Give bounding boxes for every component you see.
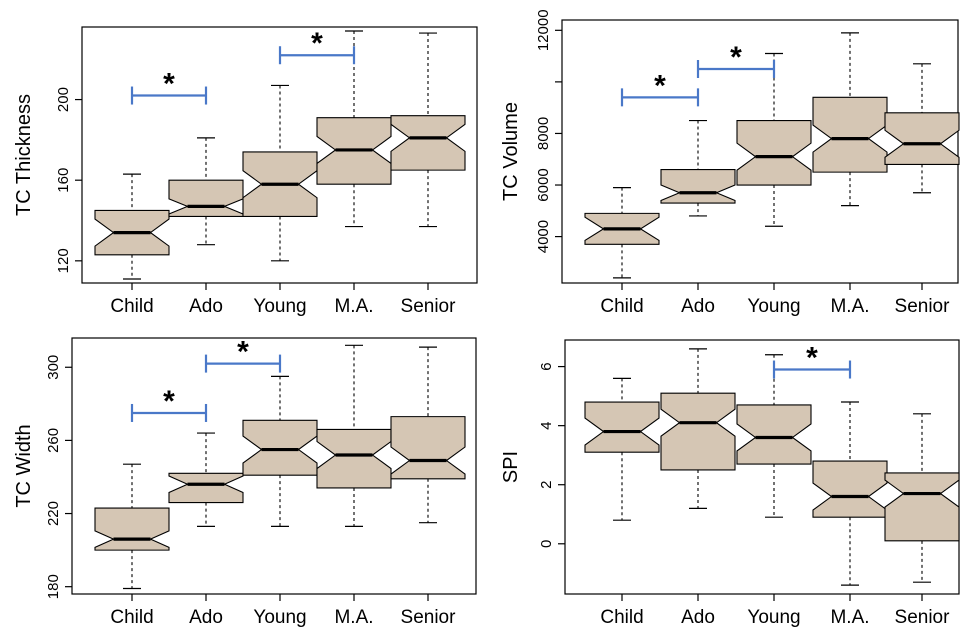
x-tick-label: Child	[600, 607, 643, 628]
x-tick-label: M.A.	[830, 296, 869, 317]
chart-panel: 4000 6000 8000 12000 TC Volume Child Ado Young M…	[500, 9, 960, 317]
box-body	[242, 419, 318, 476]
x-tick-label: Child	[110, 296, 153, 317]
box	[584, 186, 660, 279]
box	[660, 348, 736, 509]
y-axis-label: TC Volume	[500, 102, 522, 201]
box	[242, 375, 318, 527]
x-tick-label: M.A.	[830, 607, 869, 628]
y-axis-label: TC Width	[13, 424, 35, 507]
box-body	[884, 112, 960, 165]
box-body	[316, 428, 392, 489]
box	[390, 346, 466, 524]
x-tick-label: Senior	[895, 296, 951, 317]
chart-panel: 180 220 260 300 TC Width Child Ado Young M.A. Sen…	[13, 336, 477, 628]
box	[812, 32, 888, 207]
box-body	[168, 472, 244, 504]
y-tick-label: 160	[55, 168, 72, 193]
box	[884, 63, 960, 194]
x-tick-label: Senior	[401, 607, 457, 628]
x-tick-label: Ado	[189, 296, 223, 317]
box	[168, 137, 244, 246]
box-body	[94, 507, 170, 551]
box	[584, 377, 660, 521]
y-tick-label: 180	[45, 574, 62, 599]
box	[812, 401, 888, 586]
significance-star: *	[163, 68, 175, 101]
y-tick-label: 2	[538, 481, 555, 489]
box-body	[812, 96, 888, 173]
box	[316, 344, 392, 527]
box-body	[660, 168, 736, 204]
x-tick-label: Child	[600, 296, 643, 317]
y-tick-label: 6000	[535, 168, 552, 201]
significance-star: *	[654, 69, 666, 102]
box	[390, 32, 466, 228]
box	[168, 432, 244, 527]
y-tick-label: 260	[45, 428, 62, 453]
chart-panel: 0 2 4 6 SPI Child Ado Young M.A. Senior *	[500, 339, 960, 628]
y-tick-label: 12000	[535, 9, 552, 51]
y-tick-label: 4	[538, 421, 555, 429]
box	[736, 52, 812, 227]
box-body	[736, 120, 812, 186]
x-tick-label: Young	[747, 607, 800, 628]
x-tick-label: Young	[253, 296, 306, 317]
x-tick-label: Child	[110, 607, 153, 628]
box-body	[390, 416, 466, 480]
significance-bracket: *	[204, 336, 282, 373]
significance-star: *	[237, 336, 249, 369]
significance-star: *	[163, 385, 175, 418]
box-body	[660, 392, 736, 471]
y-tick-label: 4000	[535, 220, 552, 253]
y-axis-label: SPI	[500, 451, 522, 483]
significance-bracket: *	[278, 27, 356, 65]
significance-bracket: *	[696, 41, 776, 78]
plot-frame	[564, 339, 960, 595]
box	[736, 354, 812, 518]
box-body	[884, 472, 960, 542]
box	[660, 119, 736, 217]
y-axis-label: TC Thickness	[13, 94, 35, 216]
y-tick-label: 300	[45, 355, 62, 380]
box	[94, 463, 170, 590]
significance-star: *	[806, 342, 818, 375]
y-tick-label: 120	[55, 248, 72, 273]
box-body	[812, 460, 888, 518]
x-tick-label: Young	[253, 607, 306, 628]
box	[316, 30, 392, 228]
box-body	[584, 401, 660, 453]
box	[884, 413, 960, 583]
x-tick-label: M.A.	[334, 607, 373, 628]
x-tick-label: Ado	[681, 296, 715, 317]
y-tick-label: 200	[55, 87, 72, 112]
chart-panel: 120 160 200 TC Thickness Child Ado Young M.A. Se…	[13, 26, 478, 317]
plot-frame	[561, 19, 959, 284]
x-tick-label: M.A.	[334, 296, 373, 317]
y-tick-label: 6	[538, 362, 555, 370]
significance-star: *	[311, 27, 323, 60]
significance-bracket: *	[130, 385, 208, 422]
y-tick-label: 0	[538, 540, 555, 548]
box-body	[736, 404, 812, 465]
y-tick-label: 220	[45, 501, 62, 526]
y-tick-label: 8000	[535, 117, 552, 150]
x-tick-label: Senior	[895, 607, 951, 628]
x-tick-label: Senior	[401, 296, 457, 317]
box-body	[390, 115, 466, 171]
significance-bracket: *	[130, 68, 208, 105]
x-tick-label: Ado	[189, 607, 223, 628]
x-tick-label: Young	[747, 296, 800, 317]
box	[94, 173, 170, 280]
x-tick-label: Ado	[681, 607, 715, 628]
significance-star: *	[730, 41, 742, 74]
box	[242, 84, 318, 262]
plot-frame	[71, 337, 477, 595]
box-body	[168, 179, 244, 218]
significance-bracket: *	[772, 342, 852, 379]
significance-bracket: *	[620, 69, 700, 107]
